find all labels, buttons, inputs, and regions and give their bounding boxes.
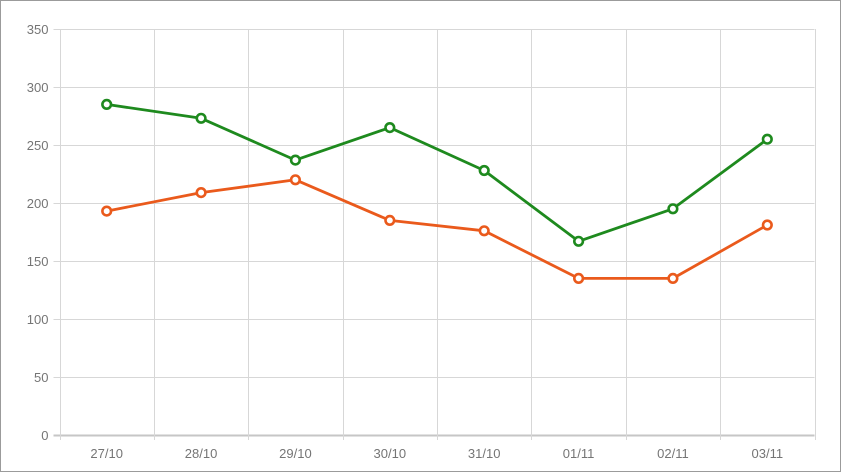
x-axis-tick-label: 02/11: [657, 446, 689, 461]
data-point-marker: [289, 174, 302, 186]
y-axis-tick-label: 0: [41, 428, 48, 443]
data-point-marker: [101, 205, 113, 217]
series-line-series-1-green: [105, 103, 769, 243]
data-point-marker: [761, 219, 773, 231]
series-line-series-2-orange: [105, 178, 769, 280]
data-point-marker: [572, 272, 585, 285]
x-axis-tick-label: 03/11: [752, 446, 784, 461]
y-axis-tick-label: 50: [34, 370, 48, 385]
x-axis-tick-label: 31/10: [468, 446, 501, 461]
data-point-marker: [572, 235, 585, 247]
data-point-marker: [667, 272, 679, 285]
data-point-marker: [101, 98, 113, 110]
y-axis-tick-label: 250: [27, 138, 49, 153]
data-point-marker: [667, 203, 679, 215]
x-axis-tick-label: 01/11: [563, 446, 595, 461]
data-point-marker: [384, 214, 396, 226]
data-point-marker: [195, 187, 207, 199]
data-point-marker: [384, 121, 396, 134]
data-point-marker: [761, 133, 773, 145]
y-axis-tick-label: 100: [27, 312, 49, 327]
x-axis-tick-label: 28/10: [185, 446, 218, 461]
data-point-marker: [478, 225, 490, 237]
y-axis-tick-label: 350: [27, 22, 49, 37]
x-axis-tick-label: 30/10: [374, 446, 407, 461]
x-axis-tick-label: 29/10: [279, 446, 312, 461]
y-axis-tick-label: 300: [27, 80, 49, 95]
x-axis-tick-label: 27/10: [90, 446, 123, 461]
y-axis-tick-label: 150: [27, 254, 49, 269]
y-axis-tick-label: 200: [27, 196, 49, 211]
data-point-marker: [289, 154, 302, 166]
data-point-marker: [195, 112, 207, 124]
data-point-marker: [478, 164, 490, 177]
